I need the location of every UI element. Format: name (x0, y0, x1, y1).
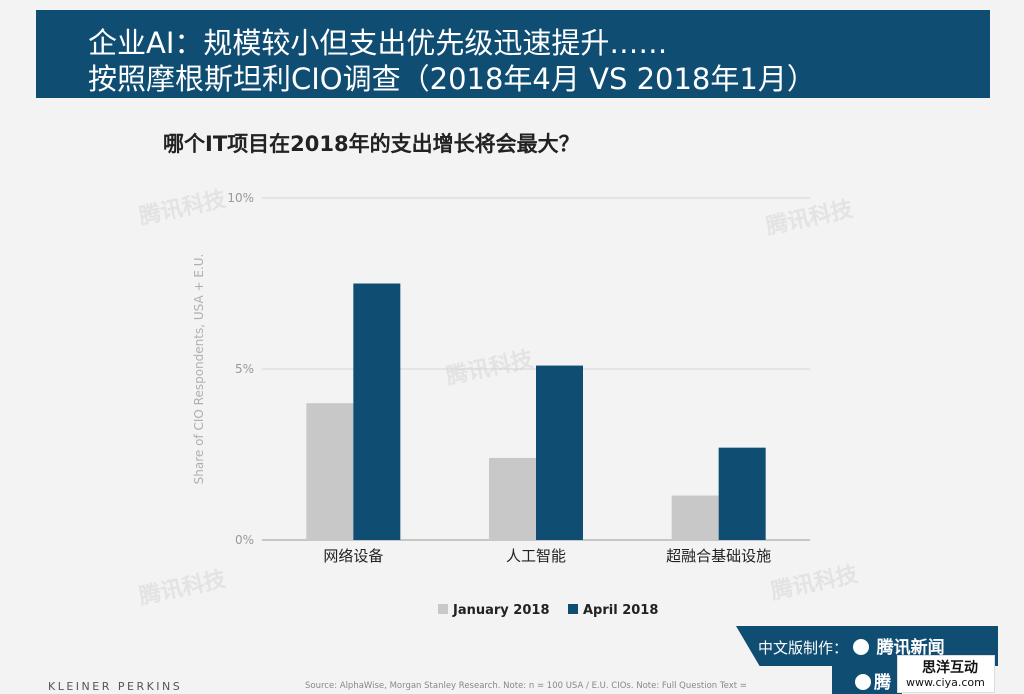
bar-april (536, 365, 583, 540)
x-tick-label: 人工智能 (506, 547, 566, 565)
legend-swatch (568, 604, 578, 614)
bar-january (489, 457, 536, 540)
ciya-watermark-url: www.ciya.com (906, 676, 985, 689)
legend-label: April 2018 (583, 603, 658, 618)
credit-badge-secondary-text: 腾 (855, 668, 891, 693)
ciya-watermark-title: 思洋互动 (922, 660, 978, 676)
credit-label: 中文版制作： (758, 639, 849, 657)
y-tick-label: 10% (227, 191, 254, 205)
footer-source: Source: AlphaWise, Morgan Stanley Resear… (305, 681, 747, 691)
header-title-line1: 企业AI：规模较小但支出优先级迅速提升…… (88, 26, 668, 60)
tencent-logo-icon (852, 639, 869, 655)
bar-january (306, 403, 354, 540)
y-tick-label: 0% (235, 533, 254, 547)
credit-brand: 腾讯新闻 (876, 638, 945, 658)
bar-january (671, 495, 719, 540)
bar-april (353, 283, 401, 540)
y-axis-label: Share of CIO Respondents, USA + E.U. (192, 254, 206, 485)
credit-badge-text: 中文版制作： 腾讯新闻 (758, 633, 945, 658)
y-tick-label: 5% (235, 362, 254, 376)
ciya-watermark-box (897, 655, 995, 693)
chart-question: 哪个IT项目在2018年的支出增长将会最大？ (163, 132, 580, 156)
x-tick-label: 超融合基础设施 (666, 547, 771, 565)
header-banner: 企业AI：规模较小但支出优先级迅速提升…… 按照摩根斯坦利CIO调查（2018年… (36, 10, 990, 98)
tencent-logo-icon (855, 674, 871, 690)
legend-swatch (438, 604, 448, 614)
x-tick-label: 网络设备 (323, 547, 383, 565)
bar-april (718, 447, 766, 540)
credit-brand-short: 腾 (874, 673, 891, 693)
header-title-line2: 按照摩根斯坦利CIO调查（2018年4月 VS 2018年1月） (88, 62, 816, 96)
footer-brand: KLEINER PERKINS (48, 680, 183, 693)
legend-label: January 2018 (452, 603, 549, 618)
